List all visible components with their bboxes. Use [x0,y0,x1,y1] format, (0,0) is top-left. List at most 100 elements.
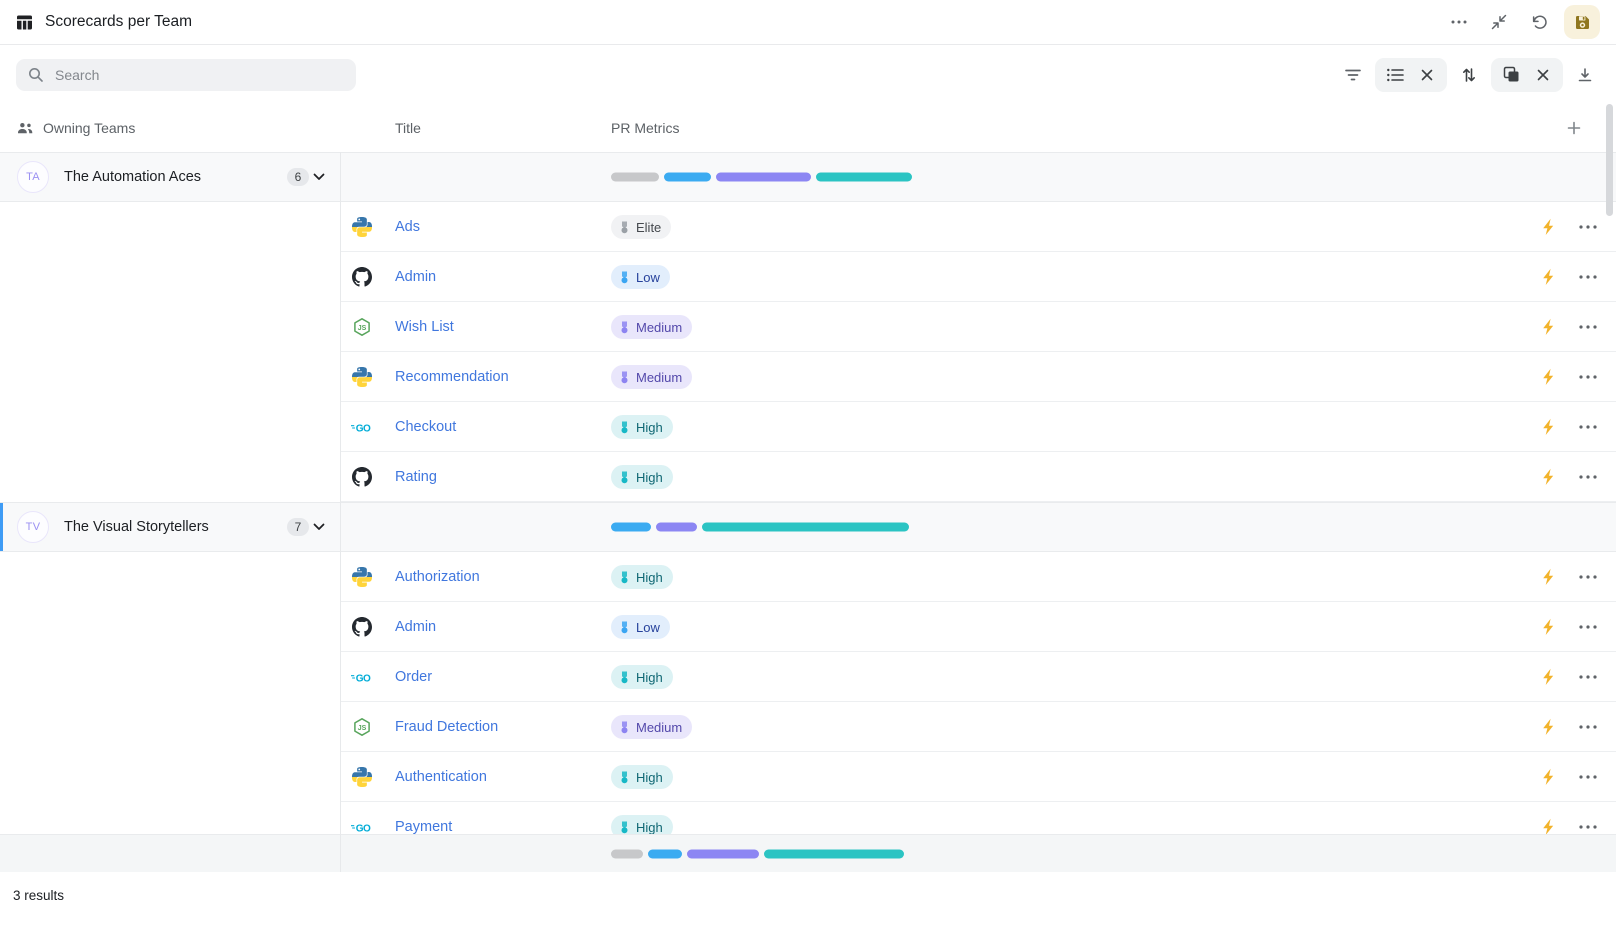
lightning-icon[interactable] [1541,368,1557,386]
service-link[interactable]: Wish List [395,319,454,335]
lightning-icon[interactable] [1541,718,1557,736]
service-link[interactable]: Rating [395,469,437,485]
table-row[interactable]: JS Wish List Medium [0,302,1616,352]
table-area: TA The Automation Aces 6 Ads Elite Admin… [0,152,1616,872]
row-menu-button[interactable] [1577,666,1599,688]
table-row[interactable]: Authorization High [0,552,1616,602]
service-link[interactable]: Order [395,669,433,685]
row-menu-button[interactable] [1577,766,1599,788]
clear-grouping-button[interactable] [1412,60,1442,90]
team-progress-bar [611,172,912,182]
svg-text:GO: GO [356,823,371,834]
column-header-row: Owning Teams Title PR Metrics [0,104,1616,152]
status-bar: 3 results [0,872,1616,926]
service-link[interactable]: Authentication [395,769,487,785]
service-link[interactable]: Admin [395,269,437,285]
row-menu-button[interactable] [1577,266,1599,288]
service-link[interactable]: Ads [395,219,420,235]
lightning-icon[interactable] [1541,768,1557,786]
table-row[interactable]: Ads Elite [0,202,1616,252]
team-row[interactable]: TV The Visual Storytellers 7 [0,502,1616,552]
table-row[interactable]: JS Fraud Detection Medium [0,702,1616,752]
table-row[interactable]: Recommendation Medium [0,352,1616,402]
pr-metric-badge: Low [611,265,670,289]
team-row[interactable]: TA The Automation Aces 6 [0,152,1616,202]
bar-segment-gray [611,849,643,858]
python-icon [352,367,372,387]
download-button[interactable] [1570,60,1600,90]
pr-metric-badge: Medium [611,715,693,739]
search-box[interactable] [16,58,356,91]
undo-button[interactable] [1524,7,1554,37]
column-title[interactable]: Title [395,120,421,136]
row-menu-button[interactable] [1577,566,1599,588]
pr-metric-badge: High [611,565,673,589]
medal-icon [621,421,628,433]
lightning-icon[interactable] [1541,318,1557,336]
lightning-icon[interactable] [1541,668,1557,686]
service-link[interactable]: Admin [395,619,437,635]
lightning-icon[interactable] [1541,468,1557,486]
column-pr-metrics[interactable]: PR Metrics [611,120,680,136]
table-row[interactable]: Authentication High [0,752,1616,802]
group-list-button[interactable] [1380,60,1410,90]
bar-segment-gray [611,172,659,182]
row-separator [341,301,1616,302]
vertical-scrollbar[interactable] [1606,104,1613,216]
lightning-icon[interactable] [1541,268,1557,286]
medal-icon [621,271,628,283]
table-row[interactable]: GO Checkout High [0,402,1616,452]
add-column-button[interactable] [1563,117,1585,139]
clear-stack-button[interactable] [1528,60,1558,90]
row-menu-button[interactable] [1577,416,1599,438]
service-link[interactable]: Fraud Detection [395,719,499,735]
table-row[interactable]: Admin Low [0,252,1616,302]
table-row[interactable]: Admin Low [0,602,1616,652]
filter-button[interactable] [1338,60,1368,90]
github-icon [352,267,372,287]
row-menu-button[interactable] [1577,716,1599,738]
collapse-button[interactable] [1484,7,1514,37]
stack-button[interactable] [1496,60,1526,90]
service-link[interactable]: Authorization [395,569,480,585]
lightning-icon[interactable] [1541,618,1557,636]
row-menu-button[interactable] [1577,216,1599,238]
lightning-icon[interactable] [1541,568,1557,586]
team-avatar: TV [17,511,49,543]
chevron-down-icon[interactable] [313,523,325,531]
app-header: Scorecards per Team [0,0,1616,45]
table-row[interactable]: GO Payment High [0,802,1616,834]
row-menu-button[interactable] [1577,366,1599,388]
ellipsis-icon [1579,275,1597,279]
row-menu-button[interactable] [1577,816,1599,834]
sort-button[interactable] [1454,60,1484,90]
service-icon: JS [351,716,373,738]
service-link[interactable]: Checkout [395,419,457,435]
lightning-icon[interactable] [1541,818,1557,834]
table-row[interactable]: GO Order High [0,652,1616,702]
save-button[interactable] [1564,5,1600,39]
medal-icon [621,321,628,333]
more-options-button[interactable] [1444,7,1474,37]
column-owning-teams[interactable]: Owning Teams [16,120,135,136]
nodejs-icon: JS [354,718,370,736]
service-link[interactable]: Recommendation [395,369,509,385]
search-icon [29,68,43,82]
search-input[interactable] [53,65,344,84]
table-row[interactable]: Rating High [0,452,1616,502]
lightning-icon[interactable] [1541,418,1557,436]
go-icon: GO [351,823,372,834]
row-menu-button[interactable] [1577,316,1599,338]
pr-metric-badge: High [611,415,673,439]
chevron-down-icon[interactable] [313,173,325,181]
service-icon: GO [351,816,373,834]
row-menu-button[interactable] [1577,466,1599,488]
service-link[interactable]: Payment [395,819,453,834]
medal-icon [621,371,628,383]
row-menu-button[interactable] [1577,616,1599,638]
next-group-sticky-row[interactable] [0,834,1616,872]
ellipsis-icon [1579,675,1597,679]
ellipsis-icon [1579,775,1597,779]
lightning-icon[interactable] [1541,218,1557,236]
